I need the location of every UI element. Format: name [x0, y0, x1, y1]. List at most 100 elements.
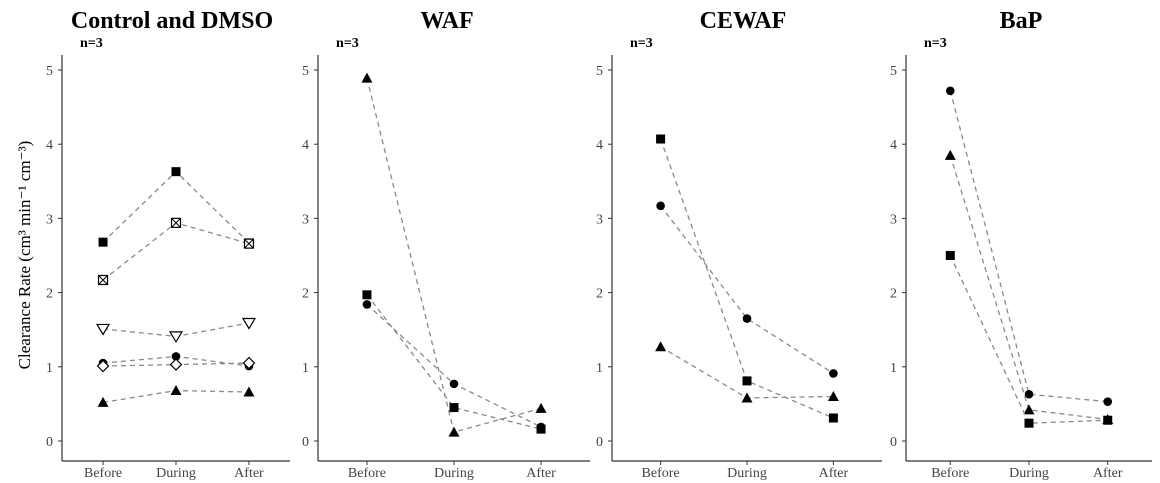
y-axis-label: Clearance Rate (cm³ min⁻¹ cm⁻³)	[15, 141, 34, 370]
data-point-circle	[362, 300, 372, 309]
y-tick-label: 2	[46, 287, 53, 302]
series-3	[655, 341, 839, 403]
y-tick-label: 5	[890, 64, 897, 79]
x-tick-label: Before	[84, 466, 122, 481]
y-tick-label: 1	[46, 361, 53, 376]
series-line	[949, 255, 1108, 424]
y-tick-label: 2	[302, 287, 309, 302]
data-point-circle	[656, 201, 665, 211]
y-tick-label: 1	[596, 361, 603, 376]
data-point-square	[449, 403, 459, 413]
data-point-circle	[945, 86, 955, 96]
x-tick-label: After	[234, 466, 264, 481]
sample-size-label: n=3	[924, 36, 947, 51]
x-tick-label: Before	[348, 466, 386, 481]
y-tick-label: 5	[302, 64, 309, 79]
y-tick-label: 4	[596, 138, 603, 153]
data-point-diamond-open	[242, 356, 256, 370]
chart-panel-4: BaP n=3 0 1 2 3 4 5 Before During After	[890, 8, 1152, 481]
y-tick-label: 5	[596, 64, 603, 79]
y-tick-label: 3	[302, 212, 309, 227]
series-line	[102, 170, 250, 244]
y-tick-label: 0	[890, 435, 897, 450]
data-point-triangle	[448, 426, 460, 437]
series-1	[361, 72, 547, 437]
panel-title: BaP	[1000, 8, 1043, 34]
series-line	[660, 346, 834, 399]
series-2	[362, 290, 546, 434]
data-point-triangle-down-open	[95, 323, 111, 336]
data-point-triangle	[741, 392, 753, 403]
x-tick-label: After	[1093, 466, 1123, 481]
x-tick-label: After	[819, 466, 849, 481]
data-point-square-x	[243, 238, 255, 249]
y-tick-label: 4	[46, 138, 53, 153]
data-point-circle	[1103, 397, 1113, 406]
data-point-circle	[171, 352, 181, 361]
panel-title: CEWAF	[700, 8, 787, 34]
data-point-square-x	[170, 217, 182, 228]
sample-size-label: n=3	[80, 36, 103, 51]
y-tick-label: 4	[890, 138, 897, 153]
series-5	[96, 356, 256, 373]
y-axis-label-unit: (cm³ min⁻¹ cm⁻³)	[15, 141, 34, 262]
data-point-triangle	[535, 402, 547, 413]
series-3	[945, 251, 1113, 428]
data-point-circle	[536, 422, 546, 432]
series-1	[656, 134, 838, 423]
x-tick-label: Before	[642, 466, 680, 481]
y-tick-label: 1	[302, 361, 309, 376]
data-point-square	[362, 290, 372, 300]
series-line	[949, 90, 1108, 403]
chart-panel-1: Control and DMSO n=3 0 1 2 3 4 5 Before During Aft…	[46, 8, 290, 481]
y-tick-label: 5	[46, 64, 53, 79]
data-point-square-x	[97, 274, 109, 286]
series-2	[944, 149, 1114, 424]
data-point-square	[656, 134, 666, 144]
data-point-square	[945, 251, 955, 260]
data-point-diamond-open	[96, 359, 110, 373]
panel-title: Control and DMSO	[71, 8, 273, 34]
series-line	[102, 222, 250, 281]
x-tick-label: During	[434, 466, 474, 481]
x-tick-label: During	[727, 466, 767, 481]
x-tick-label: Before	[931, 466, 969, 481]
data-point-square	[1103, 415, 1113, 425]
series-3	[95, 317, 257, 344]
series-6	[97, 385, 255, 407]
panel-title: WAF	[420, 8, 473, 34]
data-point-square	[1024, 418, 1034, 428]
series-line	[366, 294, 542, 430]
data-point-circle	[829, 369, 838, 378]
data-point-diamond-open	[169, 358, 183, 371]
data-point-square	[828, 413, 838, 423]
x-tick-label: During	[1009, 466, 1049, 481]
chart-panel-3: CEWAF n=3 0 1 2 3 4 5 Before During After	[596, 8, 882, 481]
chart-panel-2: WAF n=3 0 1 2 3 4 5 Before During After	[302, 8, 590, 481]
y-tick-label: 3	[596, 212, 603, 227]
y-tick-label: 0	[46, 435, 53, 450]
data-point-triangle	[1023, 404, 1035, 415]
data-point-circle	[742, 314, 752, 323]
data-point-triangle	[827, 390, 839, 401]
data-point-triangle-down-open	[168, 331, 184, 344]
data-point-triangle	[655, 341, 667, 352]
x-tick-label: After	[526, 466, 556, 481]
sample-size-label: n=3	[630, 36, 653, 51]
data-point-square	[171, 167, 181, 177]
data-point-triangle	[97, 396, 109, 407]
y-tick-label: 2	[890, 287, 897, 302]
series-1	[98, 167, 254, 248]
series-3	[362, 300, 546, 432]
y-tick-label: 0	[302, 435, 309, 450]
y-tick-label: 4	[302, 138, 309, 153]
data-point-circle	[449, 379, 459, 389]
series-line	[949, 155, 1108, 421]
data-point-triangle	[944, 149, 956, 160]
data-point-triangle	[170, 385, 182, 396]
chart-panels: Control and DMSO n=3 0 1 2 3 4 5 Before During Aft…	[46, 8, 1152, 481]
y-tick-label: 2	[596, 287, 603, 302]
y-tick-label: 3	[46, 212, 53, 227]
sample-size-label: n=3	[336, 36, 359, 51]
